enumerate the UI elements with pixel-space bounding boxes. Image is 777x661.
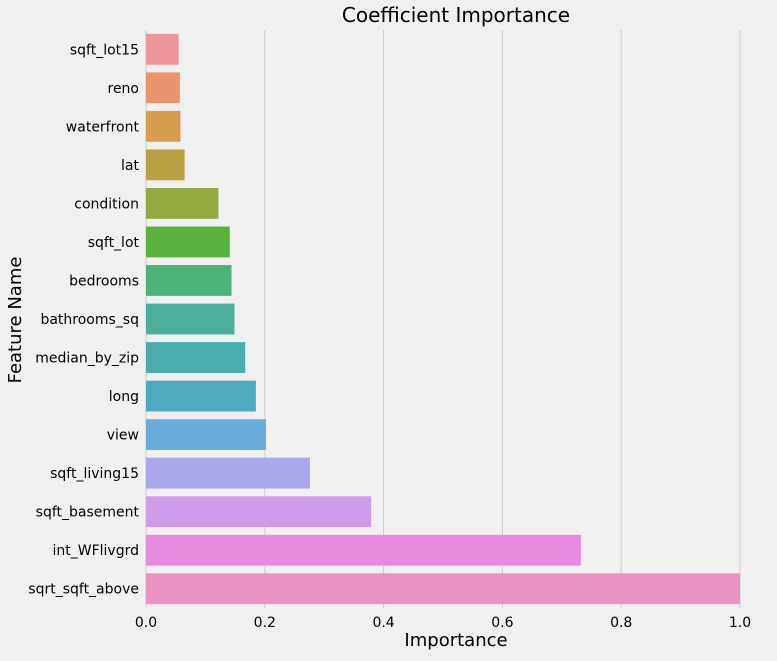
x-tick-label: 0.8 [610, 615, 632, 631]
bar-condition [146, 187, 219, 219]
bar-waterfront [146, 110, 181, 142]
y-tick-label: condition [74, 196, 139, 212]
x-tick-label: 0.2 [254, 615, 276, 631]
x-tick-label: 0.4 [372, 615, 394, 631]
bar-long [146, 380, 256, 412]
bar-bathrooms-sq [146, 303, 235, 335]
bar-int-wflivgrd [146, 534, 581, 566]
x-tick-labels: 0.0 0.2 0.4 0.6 0.8 1.0 [135, 615, 751, 631]
y-tick-label: sqft_basement [36, 505, 140, 521]
y-tick-label: view [107, 428, 139, 444]
bar-bedrooms [146, 265, 232, 296]
x-axis-label: Importance [404, 630, 507, 651]
bar-sqrt-sqft-above [146, 573, 740, 605]
bar-reno [146, 72, 180, 104]
x-tick-label: 1.0 [729, 615, 751, 631]
bar-median-by-zip [146, 342, 246, 373]
y-tick-label: waterfront [66, 119, 140, 135]
y-tick-label: median_by_zip [35, 351, 139, 367]
y-tick-label: long [109, 389, 139, 405]
y-tick-label: bathrooms_sq [40, 312, 139, 328]
bar-sqft-lot15 [146, 33, 179, 65]
y-tick-label: sqft_living15 [50, 466, 139, 482]
chart-title: Coefficient Importance [342, 3, 570, 27]
bars [146, 33, 740, 605]
y-tick-label: bedrooms [69, 273, 139, 289]
y-tick-label: int_WFlivgrd [53, 543, 140, 559]
y-tick-label: lat [121, 158, 139, 174]
y-tick-label: sqft_lot15 [70, 42, 139, 58]
y-tick-label: sqft_lot [88, 235, 140, 251]
x-tick-label: 0.0 [135, 615, 157, 631]
bar-view [146, 419, 266, 451]
x-tick-label: 0.6 [491, 615, 513, 631]
bar-lat [146, 149, 185, 181]
y-axis-label: Feature Name [5, 257, 26, 384]
y-tick-label: sqrt_sqft_above [28, 582, 139, 598]
y-tick-label: reno [108, 81, 140, 97]
bar-sqft-lot [146, 226, 230, 258]
bar-sqft-living15 [146, 457, 310, 489]
bar-sqft-basement [146, 496, 372, 528]
